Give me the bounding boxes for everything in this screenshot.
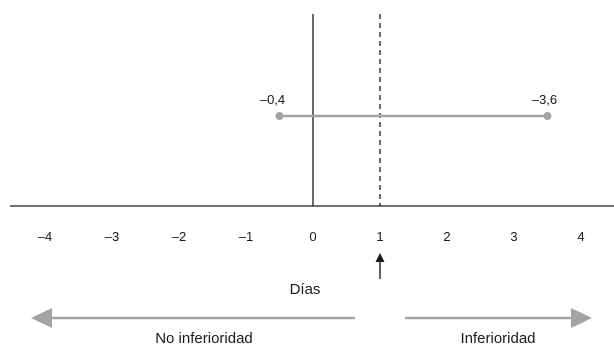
right-region-label: Inferioridad [460,330,535,347]
tick-label: –1 [239,229,253,244]
tick-label: –4 [38,229,52,244]
interval-low-label: –0,4 [260,92,285,107]
axis-title: Días [290,281,321,298]
left-region-arrow [31,308,355,328]
tick-label: 0 [309,229,316,244]
tick-labels: –4 –3 –2 –1 0 1 2 3 4 [38,229,585,244]
confidence-interval: –0,4 –3,6 [260,92,557,120]
interval-low-dot [275,112,284,120]
tick-label: –3 [105,229,119,244]
interval-high-dot [543,112,552,120]
interval-high-label: –3,6 [532,92,557,107]
right-region-arrow [405,308,592,328]
tick-label: 3 [510,229,517,244]
tick-label: 1 [376,229,383,244]
tick-label: 2 [443,229,450,244]
left-region-label: No inferioridad [155,330,253,347]
tick-label: –2 [172,229,186,244]
tick-label: 4 [577,229,584,244]
arrow-up-icon [375,253,385,279]
